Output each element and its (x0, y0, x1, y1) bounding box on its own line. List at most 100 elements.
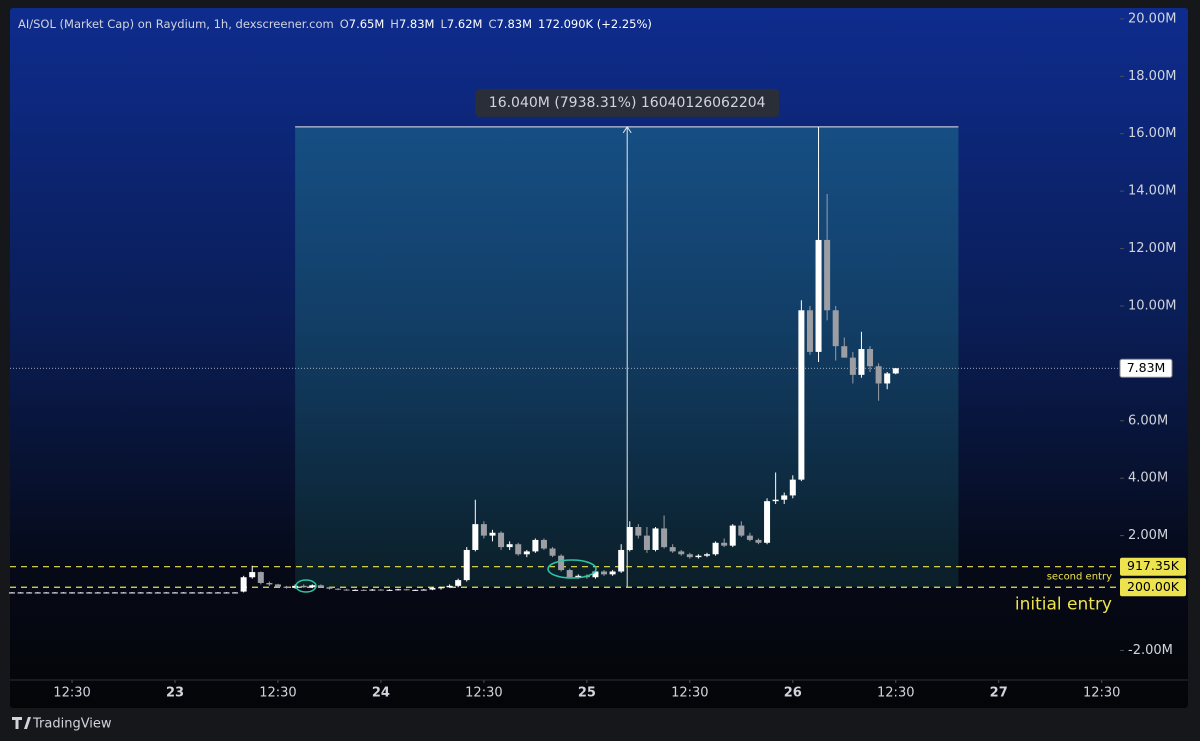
x-tick-label: 12:30 (53, 686, 90, 701)
candle-body (729, 525, 736, 546)
candle-body (43, 592, 50, 594)
level-label: 917.35K (1127, 558, 1180, 573)
candle-body (146, 592, 153, 594)
y-tick-label: 2.00M (1128, 528, 1168, 543)
candle-body (395, 589, 402, 591)
level-label: 200.00K (1127, 579, 1180, 594)
brand-logo (12, 717, 31, 729)
level-note: second entry (1047, 572, 1112, 583)
candle-body (223, 592, 230, 594)
candle-body (618, 549, 625, 572)
candle-body (841, 346, 848, 358)
candle-body (429, 587, 436, 590)
candle-body (806, 310, 813, 352)
highlight-circle (547, 559, 597, 579)
candle-body (798, 310, 805, 480)
candle-body (326, 587, 333, 589)
level-label-box (1120, 557, 1186, 576)
x-tick-label: 12:30 (671, 686, 708, 701)
candle-body (849, 357, 856, 375)
candle-body (695, 555, 702, 558)
candle-body (515, 544, 522, 555)
candle-body (678, 551, 685, 555)
background-layer (10, 125, 1118, 588)
candle-body (712, 542, 719, 555)
ohlc-key: O (340, 17, 349, 31)
candle-body (867, 349, 874, 367)
candle-body (721, 542, 728, 546)
candle-body (369, 589, 376, 591)
candle-body (77, 592, 84, 594)
candle-body (111, 592, 118, 594)
candle-body (154, 592, 161, 594)
ohlc-key: H (390, 17, 399, 31)
level-label-box (1120, 578, 1186, 597)
brand-name: TradingView (32, 717, 112, 732)
y-tick-label: 16.00M (1128, 126, 1176, 141)
candle-body (403, 589, 410, 591)
candle-body (875, 366, 882, 384)
candle-body (609, 571, 616, 575)
candle-body (686, 554, 693, 558)
candle-body (249, 572, 256, 578)
candle-body (566, 570, 573, 578)
candle-body (26, 592, 33, 594)
candle-body (661, 528, 668, 548)
candle-body (352, 589, 359, 591)
candle-body (60, 592, 67, 594)
candle-body (781, 495, 788, 500)
highlight-circle (295, 579, 317, 593)
brand: TradingView (12, 717, 112, 732)
candle-body (506, 544, 513, 548)
overlay-layer: 20.00M 18.00M 16.00M 14.00M 12.00M 10.00M 6.00… (53, 11, 1186, 701)
candle-body (446, 585, 453, 588)
measure-arrowhead (622, 125, 632, 134)
candle-body (498, 532, 505, 548)
chart-header: AI/SOL (Market Cap) on Raydium, 1h, dexs… (18, 17, 652, 31)
candle-body (755, 539, 762, 543)
candle-body (129, 592, 136, 594)
candle-body (189, 592, 196, 594)
candle-body (232, 592, 239, 594)
y-tick-label: 12.00M (1128, 241, 1176, 256)
candle-body (764, 501, 771, 543)
candle-body (480, 524, 487, 536)
candle-body (240, 577, 247, 592)
candle-body (558, 555, 565, 571)
ohlc-key: L (440, 17, 447, 31)
candle-body (343, 589, 350, 591)
last-price-box (1119, 358, 1173, 378)
candle-body (206, 592, 213, 594)
candle-body (549, 548, 556, 556)
candle-body (669, 547, 676, 552)
candle-body (463, 549, 470, 581)
candle-body (472, 524, 479, 550)
candle-body (455, 580, 462, 586)
candle-body (137, 592, 144, 594)
candle-body (420, 589, 427, 591)
x-tick-label: 12:30 (465, 686, 502, 701)
candle-body (120, 592, 127, 594)
candle-body (746, 535, 753, 540)
candle-body (103, 592, 110, 594)
y-tick-label: 6.00M (1128, 413, 1168, 428)
measure-label-box (475, 88, 780, 117)
candle-body (738, 525, 745, 536)
candle-body (197, 592, 204, 594)
candle-body (214, 592, 221, 594)
candle-body (523, 551, 530, 555)
x-tick-label: 24 (372, 686, 390, 701)
candle-body (377, 589, 384, 591)
candle-body (626, 526, 633, 550)
marks-layer (8, 126, 899, 594)
candle-body (69, 592, 76, 594)
candle-body (94, 592, 101, 594)
y-tick-label: 10.00M (1128, 298, 1176, 313)
candle-body (772, 499, 779, 502)
x-tick-label: 27 (990, 686, 1008, 701)
last-price-label: 7.83M (1127, 360, 1166, 375)
candle-body (180, 592, 187, 594)
candle-body (8, 592, 15, 594)
y-tick-label: 18.00M (1128, 69, 1176, 84)
candle-body (635, 526, 642, 536)
